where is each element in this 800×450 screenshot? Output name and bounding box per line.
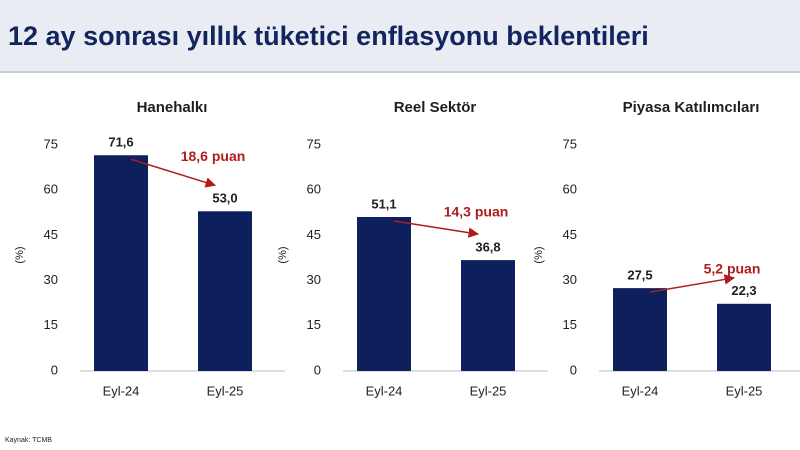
value-label: 36,8: [475, 240, 500, 255]
y-tick-label: 30: [44, 272, 58, 287]
chart-title: Hanehalkı: [137, 99, 208, 116]
y-tick-label: 15: [44, 317, 58, 332]
y-tick-label: 60: [563, 182, 577, 197]
y-tick-label: 30: [563, 272, 577, 287]
x-tick-label: Eyl-24: [366, 383, 403, 398]
y-tick-label: 0: [314, 362, 321, 377]
value-label: 71,6: [108, 135, 133, 150]
y-tick-label: 45: [563, 227, 577, 242]
y-tick-label: 15: [307, 317, 321, 332]
x-tick-label: Eyl-25: [470, 383, 507, 398]
bar: [613, 288, 667, 371]
y-axis-label: (%): [277, 246, 289, 263]
bar: [198, 211, 252, 371]
bar: [717, 303, 771, 371]
chart-title: Piyasa Katılımcıları: [623, 99, 760, 116]
y-axis-label: (%): [533, 246, 545, 263]
change-arrow: [130, 158, 217, 188]
source-note: Kaynak: TCMB: [5, 437, 52, 444]
x-tick-label: Eyl-24: [103, 383, 140, 398]
y-tick-label: 60: [44, 182, 58, 197]
change-annotation: 18,6 puan: [181, 148, 246, 164]
x-tick-label: Eyl-25: [726, 383, 763, 398]
value-label: 53,0: [212, 191, 237, 206]
y-tick-label: 75: [307, 136, 321, 151]
y-axis-label: (%): [14, 246, 26, 263]
y-tick-label: 0: [51, 362, 58, 377]
bar: [94, 155, 148, 371]
y-tick-label: 15: [563, 317, 577, 332]
value-label: 51,1: [371, 196, 396, 211]
bar: [357, 217, 411, 371]
value-label: 22,3: [731, 283, 756, 298]
y-tick-label: 75: [563, 136, 577, 151]
chart-title: Reel Sektör: [394, 99, 477, 116]
page-title: 12 ay sonrası yıllık tüketici enflasyonu…: [8, 21, 649, 51]
y-tick-label: 45: [307, 227, 321, 242]
change-arrow: [393, 220, 480, 238]
x-tick-label: Eyl-25: [207, 383, 244, 398]
y-tick-label: 0: [570, 362, 577, 377]
change-annotation: 5,2 puan: [704, 261, 761, 277]
y-tick-label: 30: [307, 272, 321, 287]
y-tick-label: 60: [307, 182, 321, 197]
change-annotation: 14,3 puan: [444, 203, 509, 219]
bar: [461, 260, 515, 371]
x-tick-label: Eyl-24: [622, 383, 659, 398]
y-tick-label: 75: [44, 136, 58, 151]
value-label: 27,5: [627, 268, 652, 283]
change-arrow: [649, 274, 736, 293]
header-band: [0, 0, 800, 72]
y-tick-label: 45: [44, 227, 58, 242]
